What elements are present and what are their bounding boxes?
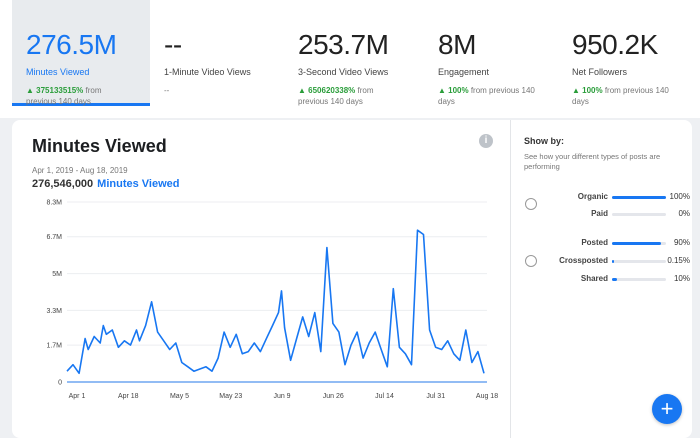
metric-tab-1-minute-views[interactable]: -- 1-Minute Video Views --	[150, 0, 280, 106]
chart-total: 276,546,000 Minutes Viewed	[32, 178, 180, 190]
x-tick-label: Apr 1	[69, 393, 86, 400]
row-percent: 0.15%	[667, 256, 690, 265]
metric-label: Minutes Viewed	[26, 67, 90, 77]
row-bar-fill	[612, 196, 666, 199]
metric-change-text-2: days	[438, 97, 455, 106]
metric-change: ▲ 650620338% from previous 140 days	[298, 85, 418, 107]
row-percent: 10%	[673, 274, 690, 283]
metric-change-text-2: previous 140 days	[298, 97, 363, 106]
metric-value: --	[164, 29, 182, 60]
metric-change-text-2: previous 140 days	[26, 97, 91, 106]
metric-change-text: from previous 140	[602, 86, 669, 95]
metric-change-text: from	[355, 86, 374, 95]
y-tick-label: 5M	[52, 271, 62, 278]
row-bar-track	[612, 278, 666, 281]
row-bar-fill	[612, 242, 661, 245]
breakdown-row-posted: Posted 90%	[542, 238, 690, 250]
metric-change-pct: 100%	[448, 86, 469, 95]
breakdown-row-shared: Shared 10%	[542, 274, 690, 286]
x-tick-label: Jun 26	[323, 393, 344, 400]
row-label: Posted	[581, 238, 608, 247]
metric-change-text: from previous 140	[468, 86, 535, 95]
add-button[interactable]: +	[652, 394, 682, 424]
x-tick-label: Jul 31	[426, 393, 445, 400]
metric-label: Engagement	[438, 67, 490, 77]
x-tick-label: May 5	[170, 393, 189, 400]
metric-value: 950.2K	[572, 29, 658, 60]
y-tick-label: 0	[58, 380, 62, 387]
metric-change-text-2: days	[572, 97, 589, 106]
radio-organic-paid[interactable]	[525, 198, 537, 210]
metric-value: 276.5M	[26, 29, 117, 60]
minutes-viewed-line-chart[interactable]: 0 1.7M 3.3M 5M 6.7M 8.3M Apr 1 Apr 18 May 5 May 2…	[12, 196, 502, 406]
row-percent: 0%	[678, 209, 690, 218]
metric-tab-net-followers[interactable]: 950.2K Net Followers ▲ 100% from previou…	[558, 0, 688, 107]
metric-tab-engagement[interactable]: 8M Engagement ▲ 100% from previous 140 da…	[424, 0, 554, 107]
show-by-subtitle: See how your different types of posts ar…	[524, 152, 661, 171]
row-bar-track	[612, 242, 666, 245]
row-bar-fill	[612, 278, 618, 281]
x-tick-label: Jul 14	[375, 393, 394, 400]
x-tick-label: Apr 18	[118, 393, 139, 400]
breakdown-row-crossposted: Crossposted 0.15%	[542, 256, 690, 268]
metric-label: 1-Minute Video Views	[164, 67, 251, 77]
date-range: Apr 1, 2019 - Aug 18, 2019	[32, 166, 128, 175]
x-tick-label: Jun 9	[273, 393, 290, 400]
row-bar-fill	[612, 260, 615, 263]
metrics-strip: 276.5M Minutes Viewed ▲ 375133515% from p…	[0, 0, 700, 118]
metric-change-pct: 100%	[582, 86, 603, 95]
panel-divider	[510, 120, 511, 438]
metric-label: Net Followers	[572, 67, 628, 77]
y-tick-label: 3.3M	[46, 308, 62, 315]
chart-title: Minutes Viewed	[32, 136, 167, 156]
up-arrow-icon: ▲	[438, 86, 449, 95]
up-arrow-icon: ▲	[572, 86, 583, 95]
y-tick-label: 6.7M	[46, 234, 62, 241]
metric-change: ▲ 100% from previous 140 days	[438, 85, 554, 107]
metric-value: 253.7M	[298, 29, 389, 60]
row-label: Paid	[591, 209, 608, 218]
up-arrow-icon: ▲	[26, 86, 37, 95]
total-value: 276,546,000	[32, 178, 94, 190]
metric-change-pct: 650620338%	[308, 86, 356, 95]
metric-label: 3-Second Video Views	[298, 67, 389, 77]
y-tick-label: 1.7M	[46, 343, 62, 350]
row-label: Organic	[577, 192, 608, 201]
series-line	[66, 229, 485, 375]
breakdown-row-organic: Organic 100%	[542, 192, 690, 204]
row-bar-track	[612, 260, 666, 263]
row-percent: 90%	[673, 238, 690, 247]
row-label: Crossposted	[559, 256, 608, 265]
info-icon[interactable]: i	[479, 134, 493, 148]
row-percent: 100%	[669, 192, 690, 201]
radio-posted-crossposted-shared[interactable]	[525, 255, 537, 267]
metric-tab-3-second-views[interactable]: 253.7M 3-Second Video Views ▲ 650620338%…	[284, 0, 418, 107]
show-by-title: Show by:	[524, 136, 564, 146]
total-label: Minutes Viewed	[97, 178, 180, 190]
metric-change: --	[164, 85, 280, 96]
x-tick-label: May 23	[219, 393, 242, 400]
chart-card: Minutes Viewed i Apr 1, 2019 - Aug 18, 2…	[12, 120, 692, 438]
x-tick-label: Aug 18	[476, 393, 498, 400]
metric-change-text: --	[164, 86, 170, 95]
metric-change: ▲ 375133515% from previous 140 days	[26, 85, 150, 107]
row-label: Shared	[580, 274, 608, 283]
metric-change: ▲ 100% from previous 140 days	[572, 85, 688, 107]
metric-change-text: from	[83, 86, 102, 95]
metric-value: 8M	[438, 29, 476, 60]
row-bar-track	[612, 213, 666, 216]
metric-change-pct: 375133515%	[36, 86, 84, 95]
up-arrow-icon: ▲	[298, 86, 309, 95]
metric-tab-minutes-viewed[interactable]: 276.5M Minutes Viewed ▲ 375133515% from p…	[12, 0, 150, 106]
y-tick-label: 8.3M	[46, 200, 62, 207]
breakdown-row-paid: Paid 0%	[542, 209, 690, 221]
row-bar-track	[612, 196, 666, 199]
